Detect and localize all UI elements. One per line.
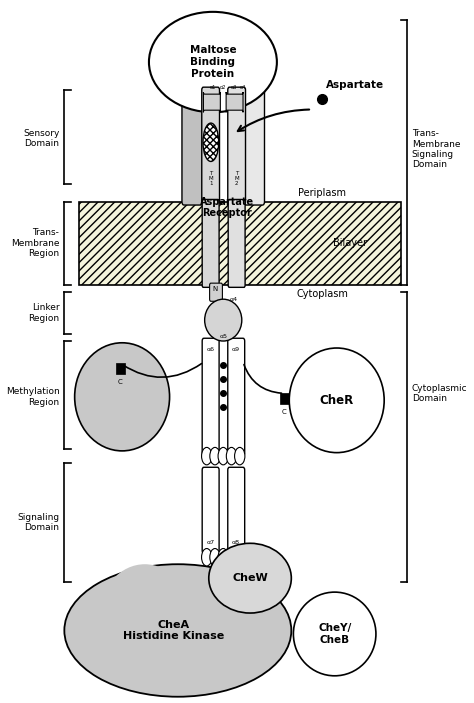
Text: Aspartate: Aspartate: [327, 80, 384, 90]
Ellipse shape: [235, 447, 245, 465]
Text: α6: α6: [207, 347, 214, 352]
Ellipse shape: [226, 548, 237, 566]
Text: Periplasm: Periplasm: [298, 188, 346, 198]
Bar: [79, 202, 401, 285]
FancyBboxPatch shape: [202, 338, 219, 456]
FancyBboxPatch shape: [228, 200, 245, 288]
Text: CheW: CheW: [232, 573, 268, 583]
Text: Sensory
Domain: Sensory Domain: [23, 129, 59, 148]
Ellipse shape: [210, 447, 220, 465]
Text: N: N: [212, 285, 218, 292]
FancyBboxPatch shape: [210, 283, 222, 302]
Text: α3: α3: [230, 85, 237, 90]
Text: Trans-
Membrane
Region: Trans- Membrane Region: [11, 228, 59, 258]
Bar: [116, 363, 125, 374]
Text: Trans-
Membrane
Signaling
Domain: Trans- Membrane Signaling Domain: [412, 129, 460, 169]
FancyBboxPatch shape: [244, 86, 264, 205]
Text: α7: α7: [206, 540, 215, 545]
Bar: [280, 394, 289, 404]
Ellipse shape: [218, 447, 228, 465]
Text: Aspartate
Receptor: Aspartate Receptor: [201, 197, 255, 218]
FancyBboxPatch shape: [228, 467, 245, 553]
Text: α5: α5: [219, 334, 227, 339]
FancyBboxPatch shape: [202, 200, 219, 288]
FancyBboxPatch shape: [228, 87, 246, 205]
FancyBboxPatch shape: [202, 467, 219, 553]
Ellipse shape: [210, 548, 220, 566]
FancyBboxPatch shape: [202, 87, 219, 205]
Ellipse shape: [64, 565, 292, 697]
Text: Methylation
Region: Methylation Region: [6, 387, 59, 406]
Ellipse shape: [100, 565, 190, 669]
Text: CheR: CheR: [319, 394, 354, 407]
Ellipse shape: [149, 12, 277, 112]
Ellipse shape: [226, 447, 237, 465]
FancyBboxPatch shape: [228, 338, 245, 456]
Ellipse shape: [293, 592, 376, 676]
Text: Cytoplasmic
Domain: Cytoplasmic Domain: [412, 384, 467, 403]
Text: α1: α1: [210, 85, 216, 90]
Text: T
M
2: T M 2: [235, 172, 239, 186]
Text: Linker
Region: Linker Region: [28, 304, 59, 323]
Text: α2: α2: [220, 85, 227, 90]
Ellipse shape: [74, 343, 170, 451]
Ellipse shape: [218, 548, 228, 566]
Text: α8: α8: [232, 540, 240, 545]
Ellipse shape: [201, 548, 212, 566]
Text: Maltose
Binding
Protein: Maltose Binding Protein: [190, 46, 236, 79]
Ellipse shape: [209, 543, 292, 613]
Text: T
M
1: T M 1: [209, 172, 213, 186]
Text: α4: α4: [229, 297, 237, 302]
Text: Bilayer: Bilayer: [333, 238, 366, 248]
Ellipse shape: [289, 348, 384, 453]
FancyBboxPatch shape: [203, 92, 220, 112]
Ellipse shape: [205, 299, 242, 341]
Text: Signaling
Domain: Signaling Domain: [17, 512, 59, 532]
Text: α4: α4: [240, 85, 246, 90]
Ellipse shape: [203, 123, 219, 162]
FancyBboxPatch shape: [226, 92, 243, 112]
Ellipse shape: [235, 548, 245, 566]
Ellipse shape: [201, 447, 212, 465]
Text: C: C: [118, 380, 123, 385]
Text: Cytoplasm: Cytoplasm: [296, 289, 348, 299]
Text: CheA
Histidine Kinase: CheA Histidine Kinase: [123, 619, 224, 641]
Text: α9: α9: [232, 347, 240, 352]
Text: CheY/
CheB: CheY/ CheB: [318, 623, 351, 645]
FancyBboxPatch shape: [182, 86, 202, 205]
Text: C: C: [282, 409, 287, 415]
